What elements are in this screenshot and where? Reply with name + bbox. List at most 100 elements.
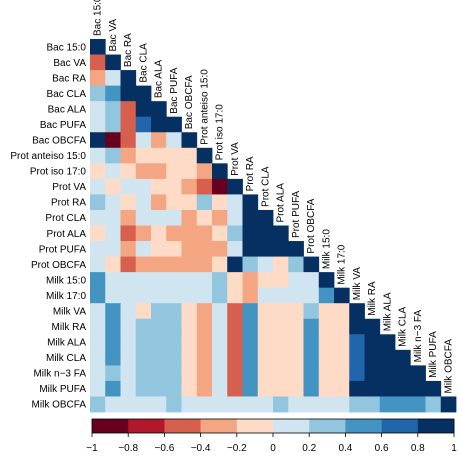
heatmap-cell xyxy=(120,70,137,87)
heatmap-cell xyxy=(410,380,426,397)
heatmap-cell xyxy=(349,380,365,397)
heatmap-cell xyxy=(318,365,335,382)
diagonal-label: Milk VA xyxy=(352,267,363,300)
heatmap-cell xyxy=(151,225,167,242)
heatmap-cell xyxy=(166,380,182,397)
diagonal-label: Bac OBCFA xyxy=(184,75,195,129)
heatmap-cell xyxy=(181,178,198,195)
heatmap-cell xyxy=(120,101,137,118)
heatmap-cell xyxy=(90,241,106,257)
heatmap-cell xyxy=(105,101,121,118)
heatmap-cell xyxy=(181,380,198,397)
diagonal-label: Prot iso 17:0 xyxy=(215,104,226,161)
heatmap-cell xyxy=(181,349,198,366)
colorbar-tick-label: 0.4 xyxy=(338,443,352,454)
heatmap-cell xyxy=(90,225,106,242)
heatmap-cell xyxy=(227,303,243,320)
heatmap-cell xyxy=(334,303,350,320)
heatmap-cell xyxy=(90,334,106,351)
heatmap-cell xyxy=(242,349,259,366)
heatmap-cell xyxy=(196,147,213,164)
heatmap-cell xyxy=(349,365,365,382)
colorbar-segment xyxy=(381,419,419,433)
heatmap-cell xyxy=(135,303,152,320)
heatmap-cell xyxy=(105,178,121,195)
heatmap-cells xyxy=(90,39,457,413)
heatmap-cell xyxy=(135,396,152,413)
row-label: Milk ALA xyxy=(47,338,86,349)
diagonal-label: Prot RA xyxy=(245,156,256,191)
heatmap-cell xyxy=(120,209,137,226)
heatmap-cell xyxy=(379,349,396,366)
diagonal-label: Milk 17:0 xyxy=(337,244,348,284)
heatmap-cell xyxy=(318,380,335,397)
heatmap-cell xyxy=(135,318,152,335)
heatmap-cell xyxy=(90,396,106,413)
row-label: Prot CLA xyxy=(45,213,86,224)
heatmap-cell xyxy=(135,365,152,382)
heatmap-cell xyxy=(257,287,274,304)
colorbar-tick-label: 0 xyxy=(270,443,276,454)
row-label: Bac PUFA xyxy=(40,120,86,131)
heatmap-cell xyxy=(303,256,320,273)
heatmap-cell xyxy=(242,396,259,413)
heatmap-cell xyxy=(242,318,259,335)
colorbar-tick-label: −0.8 xyxy=(118,443,138,454)
diagonal-label: Bac CLA xyxy=(138,43,149,83)
heatmap-cell xyxy=(227,194,243,211)
heatmap-cell xyxy=(166,349,182,366)
heatmap-cell xyxy=(303,334,320,351)
heatmap-cell xyxy=(181,163,198,180)
heatmap-cell xyxy=(349,396,365,413)
heatmap-cell xyxy=(166,272,182,289)
heatmap-cell xyxy=(135,225,152,242)
heatmap-cell xyxy=(120,380,137,397)
colorbar-tick-label: 1 xyxy=(451,443,457,454)
heatmap-cell xyxy=(105,334,121,351)
row-label: Prot VA xyxy=(52,182,86,193)
heatmap-cell xyxy=(181,225,198,242)
colorbar: −1 −0.8 −0.6 −0.4 −0.2 0 0.2 0.4 0.6 0.8 1 xyxy=(86,418,457,454)
heatmap-cell xyxy=(196,318,213,335)
row-label: Prot RA xyxy=(51,198,86,209)
heatmap-cell xyxy=(120,287,137,304)
heatmap-cell xyxy=(288,272,304,289)
heatmap-cell xyxy=(120,116,137,133)
heatmap-cell xyxy=(318,396,335,413)
heatmap-cell xyxy=(166,209,182,226)
heatmap-cell xyxy=(212,334,228,351)
heatmap-cell xyxy=(181,365,198,382)
row-label: Prot iso 17:0 xyxy=(30,167,87,178)
colorbar-tick-label: 0.6 xyxy=(375,443,389,454)
heatmap-cell xyxy=(181,318,198,335)
heatmap-cell xyxy=(227,272,243,289)
heatmap-cell xyxy=(120,132,137,149)
heatmap-cell xyxy=(166,147,182,164)
row-label: Bac VA xyxy=(53,58,86,69)
heatmap-cell xyxy=(151,349,167,366)
heatmap-cell xyxy=(151,365,167,382)
heatmap-cell xyxy=(288,349,304,366)
heatmap-cell xyxy=(166,287,182,304)
heatmap-cell xyxy=(90,132,106,149)
heatmap-cell xyxy=(90,209,106,226)
colorbar-segment xyxy=(236,419,274,433)
heatmap-cell xyxy=(90,349,106,366)
heatmap-cell xyxy=(273,225,289,242)
heatmap-cell xyxy=(166,116,182,133)
heatmap-cell xyxy=(166,132,182,149)
heatmap-cell xyxy=(105,256,121,273)
heatmap-cell xyxy=(227,241,243,257)
heatmap-cell xyxy=(242,272,259,289)
heatmap-cell xyxy=(242,241,259,257)
heatmap-cell xyxy=(151,303,167,320)
heatmap-cell xyxy=(318,334,335,351)
heatmap-cell xyxy=(364,349,381,366)
heatmap-cell xyxy=(196,256,213,273)
heatmap-cell xyxy=(181,209,198,226)
diagonal-label: Milk CLA xyxy=(398,306,409,346)
row-label: Bac ALA xyxy=(48,104,87,115)
heatmap-cell xyxy=(334,396,350,413)
diagonal-label: Prot OBCFA xyxy=(306,198,317,253)
